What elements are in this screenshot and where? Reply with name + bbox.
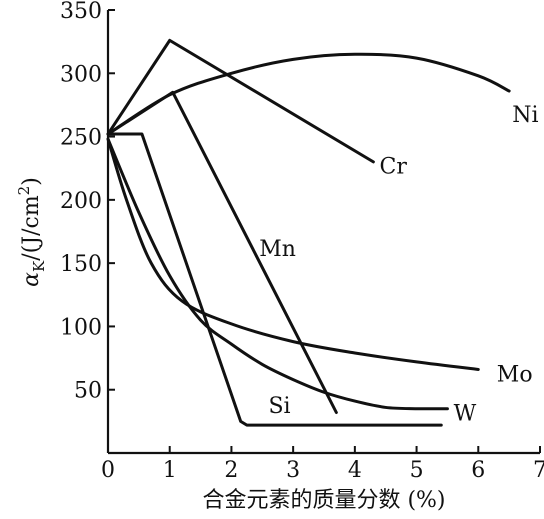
series-line-mn	[106, 90, 338, 414]
y-tick-label: 150	[60, 252, 102, 277]
series-label-cr: Cr	[380, 155, 408, 180]
series-line-cr	[106, 38, 375, 164]
series-line-w	[106, 137, 449, 411]
x-ticks: 0 1 2 3 4 5 6 7	[101, 446, 544, 483]
series-label-mo: Mo	[497, 362, 533, 387]
x-tick-label: 2	[224, 458, 238, 483]
x-axis-title: 合金元素的质量分数 (%)	[202, 488, 445, 513]
x-tick-label: 6	[471, 458, 485, 483]
series-group	[106, 38, 511, 427]
y-tick-label: 250	[60, 126, 102, 151]
y-tick-label: 300	[60, 62, 102, 87]
x-tick-label: 5	[410, 458, 424, 483]
series-label-w: W	[454, 401, 477, 426]
y-axis-title: αK/(J/cm2)	[15, 177, 48, 287]
axes	[106, 10, 540, 455]
y-axis-unit-prefix: /(J/cm	[19, 195, 44, 261]
series-line-mo	[106, 137, 480, 371]
x-tick-label: 7	[533, 458, 544, 483]
x-tick-label: 1	[163, 458, 177, 483]
y-tick-label: 100	[60, 315, 102, 340]
y-ticks: 50 100 150 200 250 300 350	[60, 0, 115, 404]
y-tick-label: 200	[60, 189, 102, 214]
series-label-si: Si	[268, 394, 290, 419]
x-tick-label: 4	[348, 458, 362, 483]
series-labels: Ni Cr Mn Mo W Si	[259, 103, 538, 427]
y-axis-subscript: K	[30, 260, 48, 272]
y-axis-unit-power: 2	[15, 186, 33, 196]
series-label-ni: Ni	[512, 103, 538, 128]
x-tick-label: 0	[101, 458, 115, 483]
y-tick-label: 50	[74, 379, 102, 404]
y-axis-symbol: α	[19, 272, 44, 287]
y-axis-unit-suffix: )	[19, 177, 44, 186]
series-label-mn: Mn	[259, 237, 296, 262]
series-line-si	[106, 132, 443, 427]
y-tick-label: 350	[60, 0, 102, 24]
x-tick-label: 3	[286, 458, 300, 483]
